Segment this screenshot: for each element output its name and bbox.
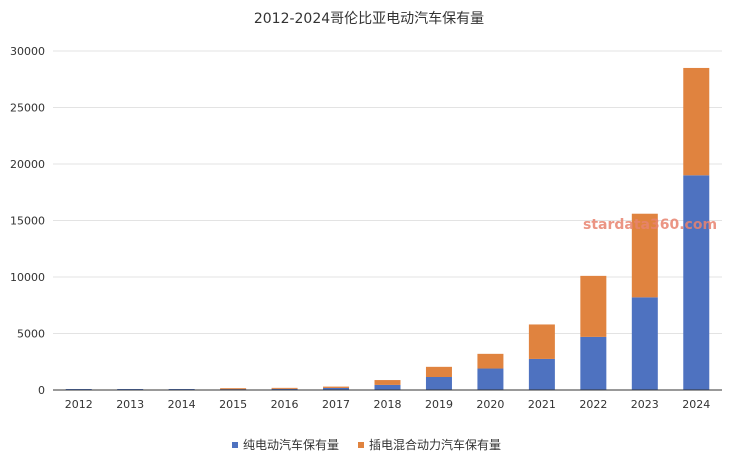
bar-bev-2019 xyxy=(425,377,452,390)
x-tick-label: 2023 xyxy=(631,398,659,411)
legend-label: 纯电动汽车保有量 xyxy=(243,437,339,452)
legend-item-bev[interactable]: 纯电动汽车保有量 xyxy=(232,437,339,452)
bar-bev-2024 xyxy=(683,175,710,390)
y-tick-label: 5000 xyxy=(17,328,45,341)
legend-item-phev[interactable]: 插电混合动力汽车保有量 xyxy=(358,437,501,452)
bar-bev-2016 xyxy=(271,388,298,390)
x-tick-label: 2013 xyxy=(116,398,144,411)
bar-bev-2023 xyxy=(631,297,658,390)
bar-phev-2023 xyxy=(631,213,658,298)
chart-title: 2012-2024哥伦比亚电动汽车保有量 xyxy=(253,11,485,27)
bar-phev-2019 xyxy=(425,366,452,378)
y-tick-label: 10000 xyxy=(10,271,45,284)
x-axis-ticks: 2012 2013 2014 2015 2016 2017 2018 2019 2020 2021… xyxy=(65,398,711,411)
x-tick-label: 2021 xyxy=(528,398,556,411)
y-tick-label: 15000 xyxy=(10,215,45,228)
x-tick-label: 2016 xyxy=(271,398,299,411)
legend-label: 插电混合动力汽车保有量 xyxy=(369,437,501,452)
y-tick-label: 0 xyxy=(38,384,45,397)
x-tick-label: 2019 xyxy=(425,398,453,411)
legend-swatch xyxy=(232,442,238,448)
bar-bev-2018 xyxy=(374,384,401,390)
y-tick-label: 30000 xyxy=(10,45,45,58)
bar-phev-2024 xyxy=(683,67,710,176)
bar-bev-2017 xyxy=(323,387,350,390)
bar-bev-2021 xyxy=(528,358,555,390)
bar-phev-2021 xyxy=(528,324,555,359)
y-tick-label: 25000 xyxy=(10,102,45,115)
x-tick-label: 2015 xyxy=(219,398,247,411)
bar-phev-2020 xyxy=(477,353,504,369)
bar-phev-2018 xyxy=(374,380,401,385)
bar-phev-2022 xyxy=(580,275,607,337)
bars xyxy=(65,67,710,390)
y-axis-ticks: 0 5000 10000 15000 20000 25000 30000 xyxy=(10,45,45,397)
y-tick-label: 20000 xyxy=(10,158,45,171)
x-tick-label: 2022 xyxy=(579,398,607,411)
bar-phev-2015 xyxy=(220,388,247,390)
x-tick-label: 2014 xyxy=(168,398,196,411)
x-tick-label: 2024 xyxy=(682,398,710,411)
x-tick-label: 2018 xyxy=(374,398,402,411)
bar-bev-2022 xyxy=(580,336,607,390)
bar-phev-2017 xyxy=(323,386,350,388)
x-tick-label: 2017 xyxy=(322,398,350,411)
bar-phev-2016 xyxy=(271,387,298,389)
x-tick-label: 2012 xyxy=(65,398,93,411)
gridlines xyxy=(53,50,722,334)
watermark-text: stardata360.com xyxy=(583,217,717,233)
legend-swatch xyxy=(358,442,364,448)
x-tick-label: 2020 xyxy=(476,398,504,411)
legend[interactable]: 纯电动汽车保有量 插电混合动力汽车保有量 xyxy=(232,437,501,452)
bar-bev-2020 xyxy=(477,368,504,390)
